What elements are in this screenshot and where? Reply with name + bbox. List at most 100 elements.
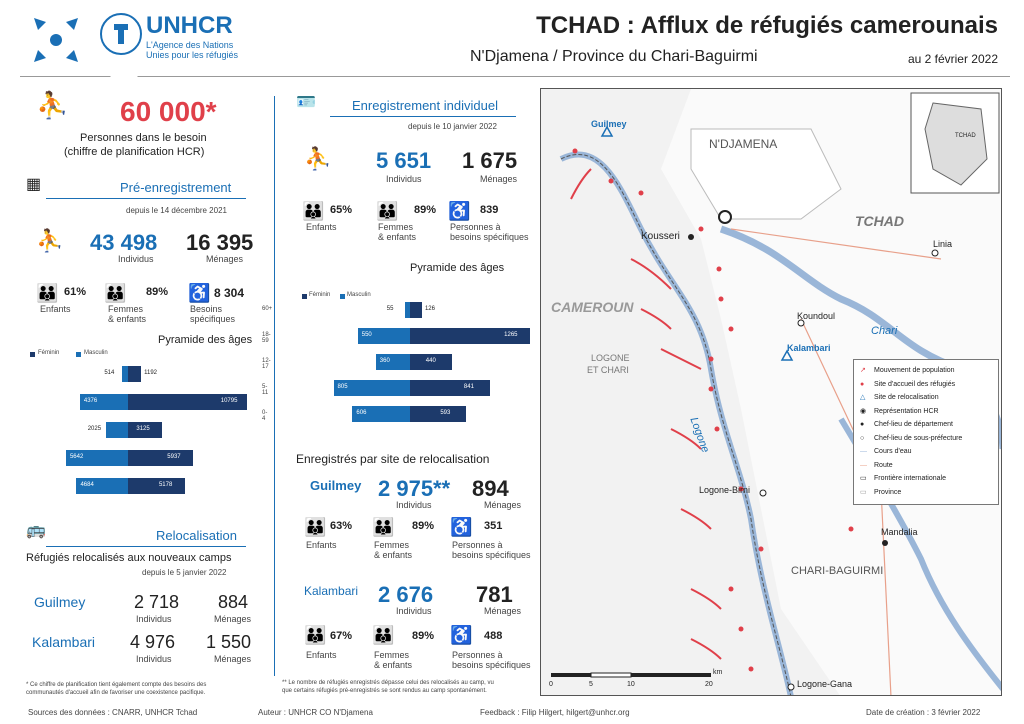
movement-arrows bbox=[570, 168, 722, 660]
site-kalambari-name: Kalambari bbox=[304, 584, 359, 598]
unhcr-logo bbox=[96, 12, 146, 56]
ei-needs-icon: ♿ bbox=[448, 201, 471, 221]
bus-icon: 🚌 bbox=[26, 522, 46, 539]
site-g-enf: 63% bbox=[330, 520, 353, 532]
legend-label: Frontière internationale bbox=[874, 475, 946, 482]
need-label: Personnes dans le besoin bbox=[80, 132, 207, 144]
legend-item: ● Site d'accueil des réfugiés bbox=[860, 378, 992, 392]
map-label-tchad: TCHAD bbox=[855, 213, 904, 229]
footer-feedback: Feedback : Filip Hilgert, hilgert@unhcr.… bbox=[480, 708, 630, 717]
pre-fem-value: 89% bbox=[146, 286, 169, 298]
map-label-logone-chari-2: ET CHARI bbox=[587, 365, 629, 375]
site-g-bs-l2: besoins spécifiques bbox=[452, 550, 531, 560]
pyramid-age-label: 5-11 bbox=[262, 384, 269, 396]
mid-legend-f: Féminin bbox=[309, 292, 331, 298]
scale-unit: km bbox=[713, 669, 723, 676]
ei-date: depuis le 10 janvier 2022 bbox=[408, 122, 497, 131]
site-k-fem: 89% bbox=[412, 630, 435, 642]
mid-legend-m: Masculin bbox=[347, 292, 371, 298]
ei-women-icon: 👪 bbox=[376, 201, 399, 221]
pre-enf-value: 61% bbox=[64, 286, 87, 298]
pyramid-bar-male bbox=[76, 478, 128, 494]
pyramid-bar-male bbox=[79, 394, 128, 410]
ei-ind-value: 5 651 bbox=[376, 148, 432, 173]
page-subtitle: N'Djamena / Province du Chari-Baguirmi bbox=[470, 48, 758, 65]
pyramid-bar-male bbox=[105, 422, 128, 438]
pyramid-value-male: 550 bbox=[361, 332, 372, 338]
legend-symbol: ◉ bbox=[860, 407, 867, 415]
site-g-fem-l2: & enfants bbox=[374, 550, 413, 560]
map-label-logone-birni: Logone-Birni bbox=[699, 485, 751, 495]
children-icon: 👪 bbox=[36, 283, 59, 303]
logone-gana-dot bbox=[787, 683, 795, 691]
map-label-chari: Chari bbox=[871, 325, 898, 337]
map-label-kalambari: Kalambari bbox=[787, 343, 831, 353]
pyramid-bar-female bbox=[410, 328, 531, 344]
pyramid-bar-male bbox=[352, 406, 410, 422]
legend-symbol: △ bbox=[860, 394, 866, 401]
scale-bar bbox=[551, 672, 711, 678]
kousseri-dot bbox=[688, 234, 694, 240]
ei-rule bbox=[330, 116, 516, 117]
site-kalambari-men-l: Ménages bbox=[484, 606, 522, 616]
site-guilmey-name: Guilmey bbox=[310, 478, 362, 493]
header-notch bbox=[110, 76, 138, 90]
mid-note-2: que certains réfugiés pré-enregistrés se… bbox=[282, 688, 487, 694]
header-divider bbox=[20, 76, 1010, 77]
hcr-office-icon bbox=[718, 210, 732, 224]
legend-item: — Cours d'eau bbox=[860, 445, 992, 459]
map-canvas bbox=[551, 89, 1001, 695]
footer-sources: Sources des données : CNARR, UNHCR Tchad bbox=[28, 708, 198, 717]
org-name: UNHCR bbox=[146, 12, 233, 39]
pre-ind-label: Individus bbox=[118, 254, 154, 264]
road-1 bbox=[730, 228, 942, 260]
pre-fem-label: Femmes bbox=[108, 304, 144, 314]
pyramid-bar-female bbox=[410, 302, 422, 318]
rel-title: Relocalisation bbox=[156, 528, 237, 543]
pre-enf-label: Enfants bbox=[40, 304, 71, 314]
rel-guilmey-ind-l: Individus bbox=[136, 614, 172, 624]
legend-symbol: ↗ bbox=[860, 367, 866, 374]
site-k-bs-l2: besoins spécifiques bbox=[452, 660, 531, 670]
site-k-women-icon: 👪 bbox=[372, 625, 395, 645]
pyramid-value-female: 440 bbox=[425, 358, 436, 364]
mid-note-1: ** Le nombre de réfugiés enregistrés dép… bbox=[282, 680, 494, 686]
left-note-1: * Ce chiffre de planification tient égal… bbox=[26, 682, 207, 688]
pyramid-bar-female bbox=[128, 450, 194, 466]
registration-icon: ▦ bbox=[26, 176, 42, 193]
site-guilmey-ind: 2 975** bbox=[378, 476, 451, 501]
guilmey-triangle bbox=[600, 125, 614, 137]
ei-fem-label: Femmes bbox=[378, 222, 414, 232]
pyramid-value-female: 1192 bbox=[144, 370, 158, 376]
pre-men-value: 16 395 bbox=[186, 230, 254, 255]
legend-symbol: ▭ bbox=[860, 488, 867, 496]
site-title: Enregistrés par site de relocalisation bbox=[296, 452, 490, 466]
legend-label: Mouvement de population bbox=[874, 367, 955, 374]
rel-kalambari-men: 1 550 bbox=[206, 632, 252, 652]
individuals-icon: ⛹ bbox=[36, 228, 64, 253]
map-label-kousseri: Kousseri bbox=[641, 231, 680, 242]
legend-symbol: ○ bbox=[860, 434, 865, 442]
pre-reg-title: Pré-enregistrement bbox=[120, 180, 232, 195]
legend-symbol: — bbox=[860, 448, 867, 455]
rel-guilmey-men-l: Ménages bbox=[214, 614, 252, 624]
rel-label: Réfugiés relocalisés aux nouveaux camps bbox=[26, 552, 232, 564]
ei-ind-label: Individus bbox=[386, 174, 422, 184]
pre-men-label: Ménages bbox=[206, 254, 244, 264]
rel-guilmey-men: 884 bbox=[218, 592, 249, 612]
legend-label: Province bbox=[874, 488, 902, 496]
pyramid-value-female: 5178 bbox=[158, 482, 173, 488]
map-label-cameroun: CAMEROUN bbox=[551, 299, 634, 315]
pyramid-bar-female bbox=[410, 354, 452, 370]
legend-label: Chef-lieu de département bbox=[874, 421, 953, 428]
inset-chad-shape bbox=[924, 102, 988, 186]
site-guilmey-men-l: Ménages bbox=[484, 500, 522, 510]
rel-kalambari-men-l: Ménages bbox=[214, 654, 252, 664]
site-g-enf-l: Enfants bbox=[306, 540, 337, 550]
page-title: TCHAD : Afflux de réfugiés camerounais bbox=[536, 12, 998, 39]
org-sub2: Unies pour les réfugiés bbox=[146, 50, 239, 60]
pre-reg-date: depuis le 14 décembre 2021 bbox=[126, 206, 227, 215]
map-label-guilmey: Guilmey bbox=[591, 119, 627, 129]
legend-list: ↗ Mouvement de population ● Site d'accueil … bbox=[860, 364, 992, 499]
map-label-koundoul: Koundoul bbox=[797, 311, 836, 321]
